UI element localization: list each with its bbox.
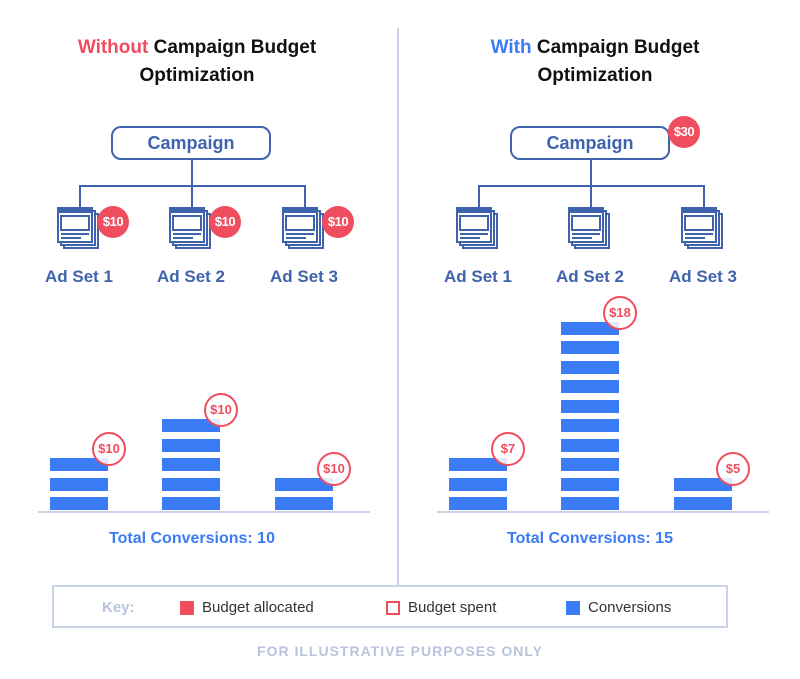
- chart-baseline: [437, 511, 769, 513]
- conversion-block: [561, 477, 619, 491]
- campaign-box: Campaign: [510, 126, 670, 160]
- tree-connector: [191, 160, 193, 186]
- tree-connector: [304, 185, 306, 207]
- conversion-block: [561, 380, 619, 393]
- ad-set-label: Ad Set 1: [44, 267, 114, 286]
- conversion-block: [561, 419, 619, 432]
- ad-set-budget-badge: $10: [322, 206, 354, 238]
- ad-set-icon: [681, 207, 725, 251]
- key-budget-allocated: Budget allocated: [180, 599, 314, 616]
- tree-connector: [703, 185, 705, 207]
- conversion-block: [162, 419, 220, 432]
- conversion-block: [162, 477, 220, 491]
- conversion-block: [674, 477, 732, 491]
- conversion-block: [561, 341, 619, 354]
- chart-baseline: [38, 511, 370, 513]
- key-budget-spent: Budget spent: [386, 599, 496, 616]
- conversion-block: [561, 321, 619, 335]
- conversion-block: [162, 438, 220, 452]
- key-label: Key:: [102, 599, 135, 616]
- right-title: With Campaign Budget Optimization: [490, 37, 700, 86]
- budget-spent-badge: $5: [716, 451, 750, 486]
- ad-set-label: Ad Set 1: [443, 267, 513, 286]
- conversion-block: [561, 360, 619, 374]
- ad-set-icon: [57, 207, 101, 251]
- tree-connector: [79, 185, 81, 207]
- conversion-block: [561, 438, 619, 452]
- legend-key: Key: Budget allocated Budget spent Conve…: [52, 585, 728, 628]
- right-total-conversions: Total Conversions: 15: [507, 530, 673, 547]
- conversion-block: [449, 458, 507, 471]
- ad-set-icon: [282, 207, 326, 251]
- center-divider: [397, 28, 399, 586]
- campaign-box: Campaign: [111, 126, 271, 160]
- conversion-block: [162, 497, 220, 510]
- conversion-block: [561, 399, 619, 413]
- conversion-block: [674, 497, 732, 510]
- conversion-block: [449, 477, 507, 491]
- campaign-budget-badge: $30: [668, 116, 700, 148]
- ad-set-icon: [169, 207, 213, 251]
- budget-spent-badge: $7: [491, 432, 525, 466]
- conversion-block: [162, 458, 220, 471]
- conversion-block: [50, 497, 108, 510]
- conversion-block: [50, 458, 108, 471]
- budget-spent-badge: $10: [317, 451, 351, 486]
- conversion-block: [561, 458, 619, 471]
- conversion-block: [275, 477, 333, 491]
- conversion-block: [275, 497, 333, 510]
- ad-set-icon: [456, 207, 500, 251]
- left-total-conversions: Total Conversions: 10: [109, 530, 275, 547]
- conversions-swatch: [566, 600, 580, 615]
- conversion-block: [50, 477, 108, 491]
- conversion-block: [449, 497, 507, 510]
- ad-set-label: Ad Set 2: [156, 267, 226, 286]
- illustrative-disclaimer: FOR ILLUSTRATIVE PURPOSES ONLY: [257, 643, 543, 659]
- budget-spent-swatch: [386, 600, 400, 615]
- tree-connector: [478, 185, 480, 207]
- budget-spent-badge: $10: [204, 393, 238, 427]
- ad-set-label: Ad Set 2: [555, 267, 625, 286]
- budget-allocated-swatch: [180, 600, 194, 615]
- budget-spent-badge: $10: [92, 432, 126, 466]
- ad-set-budget-badge: $10: [209, 206, 241, 238]
- tree-connector: [590, 185, 592, 207]
- tree-connector: [590, 160, 592, 186]
- ad-set-budget-badge: $10: [97, 206, 129, 238]
- tree-connector: [191, 185, 193, 207]
- ad-set-label: Ad Set 3: [269, 267, 339, 286]
- ad-set-icon: [568, 207, 612, 251]
- key-conversions: Conversions: [566, 599, 671, 616]
- budget-spent-badge: $18: [603, 295, 637, 330]
- left-title: Without Campaign Budget Optimization: [77, 37, 317, 86]
- ad-set-label: Ad Set 3: [668, 267, 738, 286]
- conversion-block: [561, 497, 619, 510]
